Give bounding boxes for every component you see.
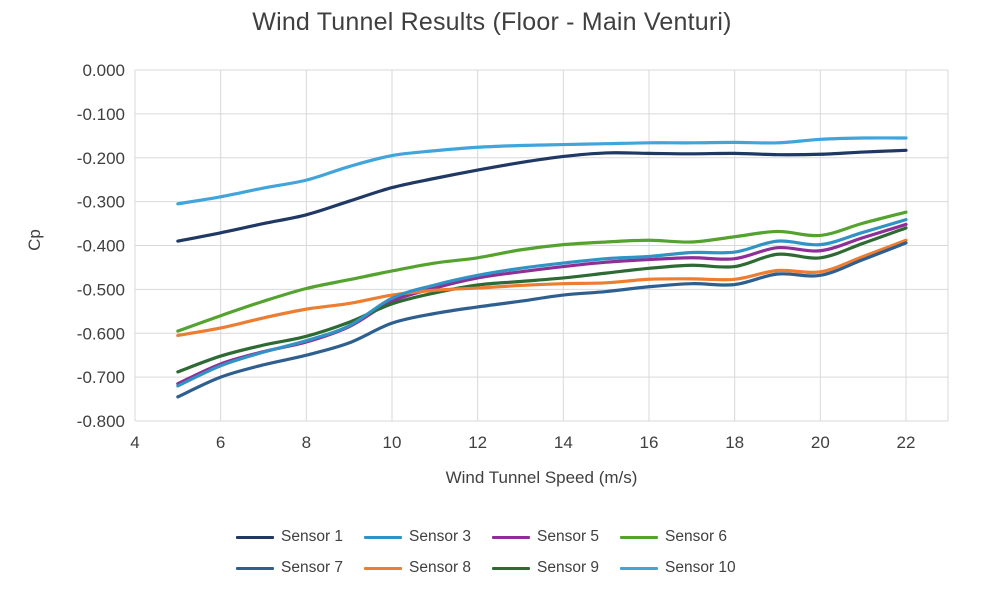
x-tick-label: 10: [383, 433, 402, 452]
y-tick-label: -0.400: [77, 237, 125, 256]
legend-swatch: [364, 566, 402, 570]
series-line-sensor-6: [176, 210, 908, 333]
x-tick-label: 6: [216, 433, 225, 452]
y-tick-label: -0.500: [77, 280, 125, 299]
legend-label: Sensor 9: [537, 559, 600, 576]
legend: Sensor 1 Sensor 3 Sensor 5 Sensor 6 Sensor 7…: [0, 528, 984, 577]
legend-swatch: [620, 566, 658, 570]
legend-item-sensor-3: Sensor 3: [364, 528, 492, 546]
legend-label: Sensor 5: [537, 528, 600, 545]
legend-row: Sensor 1 Sensor 3 Sensor 5 Sensor 6: [236, 528, 748, 546]
legend-swatch: [236, 535, 274, 539]
legend-item-sensor-10: Sensor 10: [620, 559, 748, 577]
legend-label: Sensor 1: [281, 528, 344, 545]
y-tick-label: -0.800: [77, 412, 125, 431]
y-tick-label: -0.200: [77, 149, 125, 168]
legend-item-sensor-1: Sensor 1: [236, 528, 364, 546]
x-tick-label: 4: [130, 433, 139, 452]
series-line-sensor-9: [176, 226, 908, 374]
x-tick-label: 12: [468, 433, 487, 452]
x-tick-label: 20: [811, 433, 830, 452]
legend-item-sensor-8: Sensor 8: [364, 559, 492, 577]
x-tick-label: 14: [554, 433, 573, 452]
legend-label: Sensor 6: [665, 528, 728, 545]
legend-swatch: [364, 535, 402, 539]
legend-item-sensor-9: Sensor 9: [492, 559, 620, 577]
legend-swatch: [236, 566, 274, 570]
legend-item-sensor-7: Sensor 7: [236, 559, 364, 577]
y-axis-title: Cp: [24, 229, 44, 251]
legend-swatch: [492, 566, 530, 570]
legend-label: Sensor 7: [281, 559, 344, 576]
x-tick-label: 22: [897, 433, 916, 452]
y-tick-label: 0.000: [82, 61, 125, 80]
x-tick-label: 16: [640, 433, 659, 452]
series-line-sensor-10: [176, 136, 908, 206]
legend-swatch: [492, 535, 530, 539]
series-line-sensor-1: [176, 148, 908, 243]
legend-label: Sensor 10: [665, 559, 736, 576]
y-tick-label: -0.700: [77, 368, 125, 387]
y-tick-label: -0.100: [77, 105, 125, 124]
series-line-sensor-3: [176, 218, 908, 388]
y-tick-label: -0.300: [77, 193, 125, 212]
x-axis-title: Wind Tunnel Speed (m/s): [445, 468, 638, 487]
series-line-sensor-8: [176, 238, 908, 338]
y-tick-label: -0.600: [77, 324, 125, 343]
legend-label: Sensor 3: [409, 528, 472, 545]
legend-row: Sensor 7 Sensor 8 Sensor 9 Sensor 10: [236, 559, 748, 577]
legend-item-sensor-5: Sensor 5: [492, 528, 620, 546]
chart-title: Wind Tunnel Results (Floor - Main Ventur…: [252, 8, 732, 36]
x-tick-label: 8: [302, 433, 311, 452]
legend-label: Sensor 8: [409, 559, 472, 576]
x-tick-label: 18: [725, 433, 744, 452]
legend-swatch: [620, 535, 658, 539]
series-line-sensor-7: [176, 241, 908, 399]
legend-item-sensor-6: Sensor 6: [620, 528, 748, 546]
